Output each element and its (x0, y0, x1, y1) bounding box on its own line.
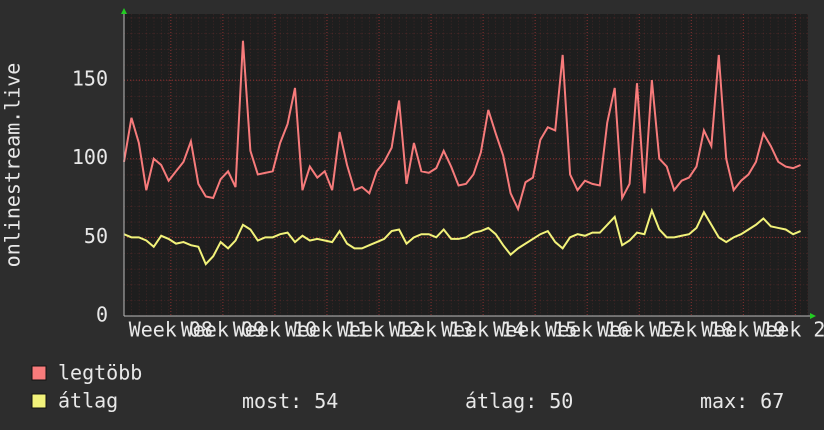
stat-label: max: (700, 389, 748, 413)
x-tick-label: Week 16 (545, 318, 629, 342)
stat-label: átlag: (465, 389, 537, 413)
stat-value: 54 (314, 389, 338, 413)
x-tick-label: Week 17 (597, 318, 681, 342)
stat-value: 50 (549, 389, 573, 413)
x-tick-label: Week 08 (129, 318, 213, 342)
legend-label: legtöbb (58, 361, 142, 385)
axis-arrow (810, 313, 816, 319)
x-tick-label: Week 11 (285, 318, 369, 342)
x-tick-label: Week 15 (493, 318, 577, 342)
x-tick-label: Week 14 (441, 318, 525, 342)
x-tick-label: Week 12 (337, 318, 421, 342)
stat-value: 67 (760, 389, 784, 413)
stat: átlag: 50 (465, 389, 573, 413)
y-tick-label: 150 (72, 67, 108, 91)
legend-swatch (31, 393, 47, 409)
y-tick-label: 50 (84, 224, 108, 248)
stat: most: 54 (242, 389, 338, 413)
legend-swatch (31, 365, 47, 381)
series-line (123, 207, 801, 266)
x-tick-label: Week 09 (181, 318, 265, 342)
y-tick-label: 0 (96, 303, 108, 327)
stat-label: most: (242, 389, 302, 413)
stat: max: 67 (700, 389, 784, 413)
y-axis-label: onlinestream.live (1, 63, 25, 268)
legend-label: átlag (58, 389, 118, 413)
x-tick-label: Week 13 (389, 318, 473, 342)
x-tick-label: Week 19 (701, 318, 785, 342)
x-tick-label: Week 10 (233, 318, 317, 342)
axis-arrow (121, 8, 127, 14)
y-tick-label: 100 (72, 145, 108, 169)
x-tick-label: Week 20 (753, 318, 824, 342)
series-line (123, 40, 801, 212)
minor-grid (124, 14, 808, 316)
x-tick-label: Week 18 (649, 318, 733, 342)
